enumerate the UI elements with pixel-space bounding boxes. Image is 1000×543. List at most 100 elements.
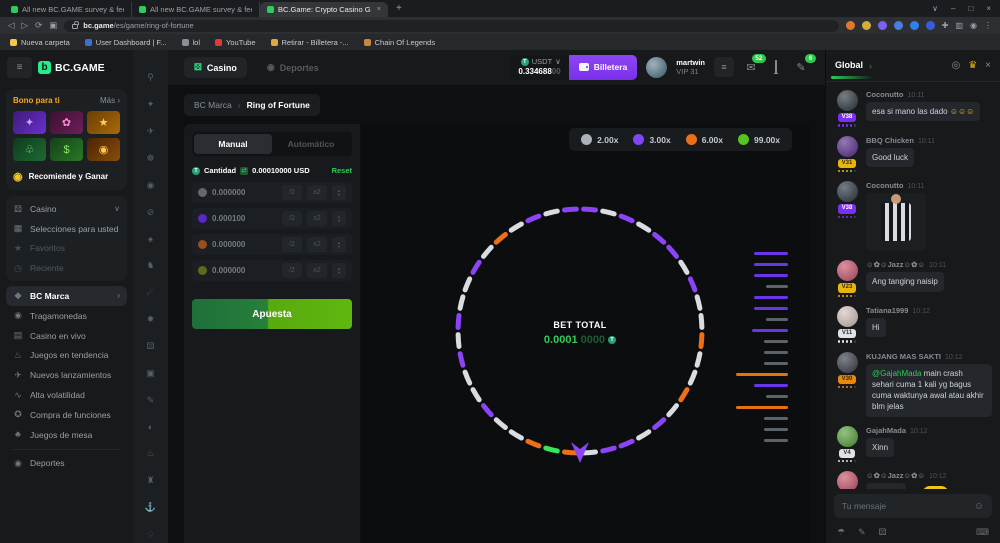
user-avatar[interactable] (646, 56, 668, 78)
chat-avatar[interactable] (836, 351, 858, 373)
extension-icon[interactable] (893, 21, 903, 30)
bookmark-item[interactable]: Retirar - Billetera -... (270, 38, 349, 47)
wallet-button[interactable]: Billetera (568, 55, 638, 80)
stepper-down-icon[interactable]: ▾ (337, 269, 341, 275)
mention-link[interactable]: @GajahMada (872, 368, 922, 378)
search-icon[interactable]: ⚲ (147, 72, 154, 82)
bet-stepper[interactable]: ▴ ▾ (332, 263, 346, 278)
dice-icon[interactable]: ⚄ (878, 526, 887, 537)
bonus-spin-icon[interactable]: ✦ (13, 111, 46, 134)
game-category-icon[interactable]: ✦ (146, 99, 155, 109)
game-category-icon[interactable]: ⊘ (146, 207, 155, 217)
browser-tab[interactable]: All new BC.GAME survey & feedback r (4, 2, 132, 17)
pencil-icon[interactable]: ✎ (858, 526, 866, 537)
chat-avatar[interactable] (836, 181, 858, 203)
side-panel-icon[interactable]: ▥ (955, 21, 964, 30)
sidebar-item-favoritos[interactable]: ★ Favoritos (6, 239, 127, 259)
reset-button[interactable]: Reset (331, 166, 352, 175)
bet-button[interactable]: Apuesta (192, 299, 352, 329)
sidebar-item-alta-volatilidad[interactable]: ∿ Alta volatilidad (6, 385, 127, 405)
game-category-icon[interactable]: ☄ (146, 287, 155, 297)
chat-input[interactable]: Tu mensaje ☺ (834, 494, 992, 518)
tab-manual[interactable]: Manual (194, 134, 272, 154)
bookmark-item[interactable]: User Dashboard | F... (84, 38, 167, 47)
extension-icon[interactable] (925, 21, 935, 30)
brand-logo[interactable]: b BC.GAME (38, 61, 105, 74)
reload-icon[interactable]: ⟳ (35, 20, 43, 30)
game-category-icon[interactable]: ◉ (146, 180, 155, 190)
stepper-up-icon[interactable]: ▴ (337, 213, 341, 219)
browser-tab[interactable]: All new BC.GAME survey & feedback r (132, 2, 260, 17)
profile-icon[interactable]: ◉ (970, 21, 977, 30)
chat-avatar[interactable] (836, 260, 858, 282)
tab-sports[interactable]: ◉ Deportes (266, 62, 319, 73)
bet-stepper[interactable]: ▴ ▾ (332, 211, 346, 226)
chat-tab-chevron-icon[interactable]: › (869, 60, 873, 71)
window-chevron-icon[interactable]: ∨ (932, 4, 939, 13)
sidebar-item-deportes[interactable]: ◉ Deportes (6, 454, 127, 474)
stepper-up-icon[interactable]: ▴ (337, 187, 341, 193)
balance-selector[interactable]: T USDT ∨ 0.33468800 (510, 55, 569, 80)
stepper-up-icon[interactable]: ▴ (337, 239, 341, 245)
game-category-icon[interactable]: ⚓ (144, 502, 157, 512)
browser-tab[interactable]: BC.Game: Crypto Casino Games & × (260, 2, 388, 17)
notifications-bell-icon[interactable] (768, 60, 784, 74)
chat-avatar[interactable] (836, 90, 858, 111)
bonus-coins-icon[interactable]: ◉ (87, 138, 120, 161)
chat-tab-global[interactable]: Global (830, 59, 874, 79)
game-category-icon[interactable]: ♜ (146, 475, 155, 485)
double-bet-button[interactable]: x2 (307, 185, 327, 200)
bonus-wheel-icon[interactable]: ✿ (50, 111, 83, 134)
minimize-icon[interactable]: – (951, 4, 956, 13)
sidebar-item-nuevos-lanzamientos[interactable]: ✈ Nuevos lanzamientos (6, 365, 127, 385)
stepper-down-icon[interactable]: ▾ (337, 217, 341, 223)
new-tab-button[interactable]: + (396, 3, 402, 14)
sidebar-item-reciente[interactable]: ◷ Reciente (6, 258, 127, 278)
stepper-down-icon[interactable]: ▾ (337, 191, 341, 197)
half-bet-button[interactable]: /2 (282, 185, 302, 200)
game-category-icon[interactable]: ✎ (146, 395, 155, 405)
swap-currency-icon[interactable]: ⇄ (240, 166, 249, 175)
bet-stepper[interactable]: ▴ ▾ (332, 185, 346, 200)
chat-avatar[interactable] (836, 471, 858, 489)
emoji-icon[interactable]: ☺ (973, 500, 984, 512)
chat-toggle-icon[interactable]: ✎ 6 (793, 53, 816, 74)
extensions-puzzle-icon[interactable]: ✚ (941, 21, 949, 30)
hamburger-icon[interactable]: ≡ (7, 57, 32, 78)
trophy-icon[interactable]: ♛ (968, 60, 978, 71)
sidebar-item-juegos-de-mesa[interactable]: ♣ Juegos de mesa (6, 425, 127, 445)
game-category-icon[interactable]: ♞ (146, 260, 155, 270)
extension-icon[interactable] (845, 21, 855, 30)
chat-rules-icon[interactable]: ◎ (951, 60, 961, 71)
chat-avatar[interactable] (836, 306, 858, 328)
game-category-icon[interactable]: ♢ (146, 529, 155, 539)
tab-close-icon[interactable]: × (376, 6, 381, 13)
double-bet-button[interactable]: x2 (307, 237, 327, 252)
bookmark-item[interactable]: Chain Of Legends (363, 38, 435, 47)
game-category-icon[interactable]: ⚄ (146, 341, 155, 351)
rain-bonus-icon[interactable]: ☂ (837, 526, 846, 537)
url-bar[interactable]: bc.game/es/game/ring-of-fortune (64, 19, 839, 32)
breadcrumb-parent[interactable]: BC Marca (194, 100, 232, 110)
bookmark-box-icon[interactable]: ▣ (49, 20, 58, 30)
bookmark-item[interactable]: YouTube (215, 38, 256, 47)
bonus-cash-icon[interactable]: $ (50, 138, 83, 161)
sidebar-item-compra-de-funciones[interactable]: ✪ Compra de funciones (6, 405, 127, 425)
back-icon[interactable]: ◁ (8, 20, 15, 30)
forward-icon[interactable]: ▷ (21, 20, 29, 30)
dice-result-bubble[interactable]: 6 (921, 486, 949, 489)
stepper-down-icon[interactable]: ▾ (337, 243, 341, 249)
sidebar-item-casino[interactable]: ⚄ Casino ∨ (6, 199, 127, 219)
game-category-icon[interactable]: ☸ (146, 153, 155, 163)
bonus-star-icon[interactable]: ★ (87, 111, 120, 134)
chat-image[interactable] (866, 193, 926, 252)
quick-menu-icon[interactable]: ≡ (714, 57, 734, 78)
bookmark-item[interactable]: Nueva carpeta (10, 38, 70, 47)
stepper-up-icon[interactable]: ▴ (337, 265, 341, 271)
sidebar-item-casino-en-vivo[interactable]: ▤ Casino en vivo (6, 326, 127, 346)
chat-avatar[interactable] (836, 425, 858, 447)
sidebar-item-bc-marca[interactable]: ❖ BC Marca › (6, 286, 127, 306)
collapse-chat-icon[interactable]: × (985, 60, 991, 71)
half-bet-button[interactable]: /2 (282, 237, 302, 252)
keyboard-icon[interactable]: ⌨ (976, 526, 989, 537)
